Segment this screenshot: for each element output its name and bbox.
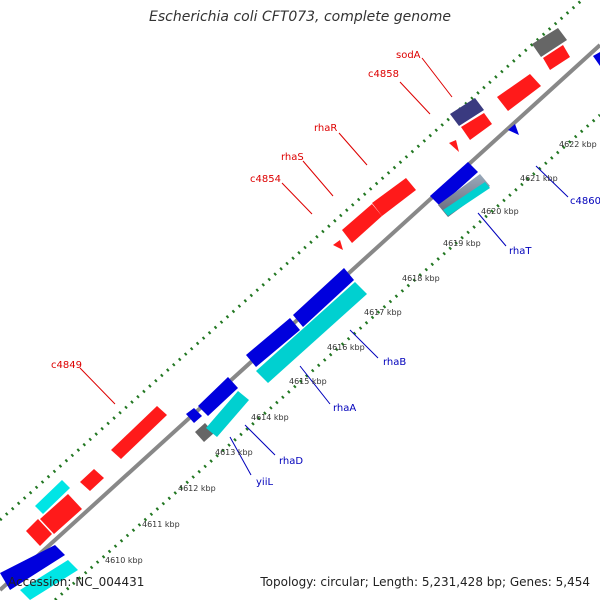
gene-block-c4854[interactable] bbox=[342, 204, 382, 243]
gene-block[interactable] bbox=[40, 494, 82, 534]
gene-block-rhaR[interactable] bbox=[461, 113, 492, 140]
gene-block[interactable] bbox=[186, 408, 202, 423]
gene-block[interactable] bbox=[443, 182, 490, 216]
scale-label: 4612 kbp bbox=[178, 484, 216, 493]
forward-leader-lines bbox=[79, 57, 453, 405]
scale-label: 4611 kbp bbox=[142, 520, 180, 529]
footer-bar: Accession: NC_004431 Topology: circular;… bbox=[0, 572, 600, 592]
scale-label: 4622 kbp bbox=[559, 140, 597, 149]
map-title: Escherichia coli CFT073, complete genome bbox=[149, 9, 451, 25]
gene-block[interactable] bbox=[206, 391, 249, 437]
gene-label-rhaB[interactable]: rhaB bbox=[383, 357, 406, 368]
gene-labels: c4849 c4854 rhaS rhaR c4858 sodA yiiL rh… bbox=[51, 50, 600, 488]
scale-label: 4610 kbp bbox=[105, 556, 143, 565]
gene-block[interactable] bbox=[35, 480, 70, 514]
gene-block[interactable] bbox=[593, 52, 600, 66]
reverse-strand-genes bbox=[0, 52, 600, 600]
gene-block[interactable] bbox=[532, 28, 567, 57]
gene-label-rhaD[interactable]: rhaD bbox=[279, 456, 303, 467]
gene-label-sodA[interactable]: sodA bbox=[396, 50, 421, 61]
gene-block[interactable] bbox=[543, 45, 570, 70]
scale-labels: 4610 kbp 4611 kbp 4612 kbp 4613 kbp 4614… bbox=[105, 140, 597, 565]
topology-text: Topology: circular; Length: 5,231,428 bp… bbox=[260, 575, 590, 589]
gene-block[interactable] bbox=[26, 519, 52, 546]
gene-block[interactable] bbox=[0, 545, 65, 590]
scale-label: 4619 kbp bbox=[443, 239, 481, 248]
reverse-leader-lines bbox=[229, 165, 569, 476]
reverse-tick-rail bbox=[54, 113, 600, 600]
gene-label-rhaS[interactable]: rhaS bbox=[281, 152, 304, 163]
scale-label: 4615 kbp bbox=[289, 377, 327, 386]
scale-label: 4621 kbp bbox=[520, 174, 558, 183]
gene-block-c4849[interactable] bbox=[111, 406, 167, 459]
gene-label-c4858[interactable]: c4858 bbox=[368, 69, 399, 80]
gene-block[interactable] bbox=[20, 560, 78, 600]
gene-label-c4849[interactable]: c4849 bbox=[51, 360, 82, 371]
gene-label-rhaT[interactable]: rhaT bbox=[509, 246, 532, 257]
gene-block-rhaA[interactable] bbox=[246, 318, 300, 367]
scale-label: 4618 kbp bbox=[402, 274, 440, 283]
gene-label-yiiL[interactable]: yiiL bbox=[256, 477, 273, 488]
gene-block[interactable] bbox=[80, 469, 104, 491]
gene-label-c4860[interactable]: c4860 bbox=[570, 196, 600, 207]
gene-block-rhaD[interactable] bbox=[198, 377, 238, 416]
forward-strand-genes bbox=[26, 28, 570, 546]
gene-block[interactable] bbox=[449, 140, 459, 152]
scale-label: 4614 kbp bbox=[251, 413, 289, 422]
gene-label-rhaR[interactable]: rhaR bbox=[314, 123, 337, 134]
scale-label: 4617 kbp bbox=[364, 308, 402, 317]
gene-block[interactable] bbox=[430, 162, 478, 206]
scale-label: 4613 kbp bbox=[215, 448, 253, 457]
gene-block-c4858[interactable] bbox=[450, 98, 484, 126]
gene-block-rhaB[interactable] bbox=[293, 268, 354, 327]
gene-label-c4854[interactable]: c4854 bbox=[250, 174, 281, 185]
gene-block-sodA[interactable] bbox=[497, 74, 541, 111]
gene-block[interactable] bbox=[333, 240, 343, 250]
scale-label: 4620 kbp bbox=[481, 207, 519, 216]
scale-label: 4616 kbp bbox=[327, 343, 365, 352]
gene-block-rhaS[interactable] bbox=[372, 178, 416, 216]
gene-block[interactable] bbox=[256, 282, 367, 383]
accession-text: Accession: NC_004431 bbox=[8, 575, 145, 589]
gene-block-c4860[interactable] bbox=[508, 124, 519, 135]
gene-label-rhaA[interactable]: rhaA bbox=[333, 403, 356, 414]
forward-tick-rail bbox=[0, 0, 583, 522]
